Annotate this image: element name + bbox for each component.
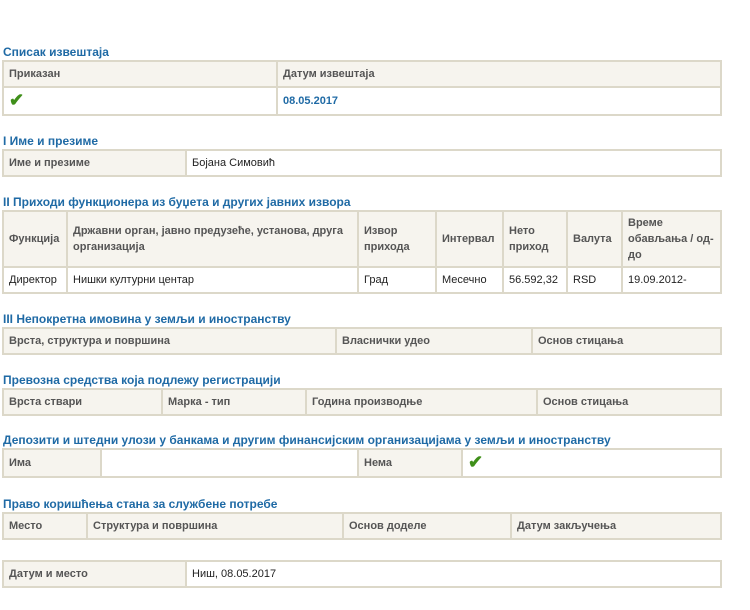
col-header: Место — [2, 512, 88, 540]
cell: Нишки културни центар — [66, 266, 359, 294]
cell: Град — [357, 266, 437, 294]
section-title: Превозна средства која подлежу регистрац… — [3, 373, 281, 387]
col-header: Основ стицања — [531, 327, 722, 355]
col-header: Власнички удео — [335, 327, 533, 355]
section-title: II Приходи функционера из буџета и други… — [3, 195, 351, 209]
field-label: Има — [2, 448, 102, 478]
cell: Месечно — [435, 266, 504, 294]
vehicles-section: Превозна средства која подлежу регистрац… — [2, 372, 722, 416]
col-header: Врста, структура и површина — [2, 327, 337, 355]
deposits-section: Депозити и штедни улози у банкама и друг… — [2, 432, 722, 478]
field-value: Бојана Симовић — [185, 149, 722, 177]
report-date-link[interactable]: 08.05.2017 — [276, 86, 722, 116]
col-header: Врста ствари — [2, 388, 163, 416]
field-label: Датум и место — [2, 560, 187, 588]
field-label: Нема — [357, 448, 463, 478]
cell: Директор — [2, 266, 68, 294]
report-list-section: Списак извештаја Приказан Датум извештаја… — [2, 44, 722, 116]
income-section: II Приходи функционера из буџета и други… — [2, 194, 722, 294]
report-list-table: Приказан Датум извештаја ✔ 08.05.2017 — [2, 60, 722, 116]
check-icon: ✔ — [468, 451, 484, 472]
cell: RSD — [566, 266, 623, 294]
col-header: Функција — [2, 210, 68, 268]
check-icon: ✔ — [9, 89, 25, 110]
cell: 56.592,32 — [502, 266, 568, 294]
col-header: Време обављања / од-до — [621, 210, 722, 268]
section-title: III Непокретна имовина у земљи и иностра… — [3, 312, 291, 326]
col-header: Нето приход — [502, 210, 568, 268]
real-estate-section: III Непокретна имовина у земљи и иностра… — [2, 311, 722, 355]
section-title: Депозити и штедни улози у банкама и друг… — [3, 433, 611, 447]
table-row: Директор Нишки културни центар Град Месечно… — [2, 266, 722, 294]
housing-section: Право коришћења стана за службене потреб… — [2, 496, 722, 540]
table-row[interactable]: ✔ 08.05.2017 — [2, 86, 722, 116]
col-header: Интервал — [435, 210, 504, 268]
col-header: Структура и површина — [86, 512, 344, 540]
col-header: Извор прихода — [357, 210, 437, 268]
cell: 19.09.2012- — [621, 266, 722, 294]
col-header: Марка - тип — [161, 388, 307, 416]
footer-section: Датум и место Ниш, 08.05.2017 — [2, 560, 722, 588]
col-header: Приказан — [2, 60, 278, 88]
section-title: I Име и презиме — [3, 134, 99, 148]
col-header: Основ доделе — [342, 512, 512, 540]
section-title: Право коришћења стана за службене потреб… — [3, 497, 278, 511]
col-header: Датум закључења — [510, 512, 722, 540]
col-header: Валута — [566, 210, 623, 268]
col-header: Датум извештаја — [276, 60, 722, 88]
col-header: Година производње — [305, 388, 538, 416]
name-section: I Име и презиме Име и презиме Бојана Симо… — [2, 133, 722, 177]
col-header: Државни орган, јавно предузеће, установа… — [66, 210, 359, 268]
field-value — [100, 448, 359, 478]
col-header: Основ стицања — [536, 388, 722, 416]
section-title: Списак извештаја — [3, 45, 109, 59]
field-value: Ниш, 08.05.2017 — [185, 560, 722, 588]
field-label: Име и презиме — [2, 149, 187, 177]
